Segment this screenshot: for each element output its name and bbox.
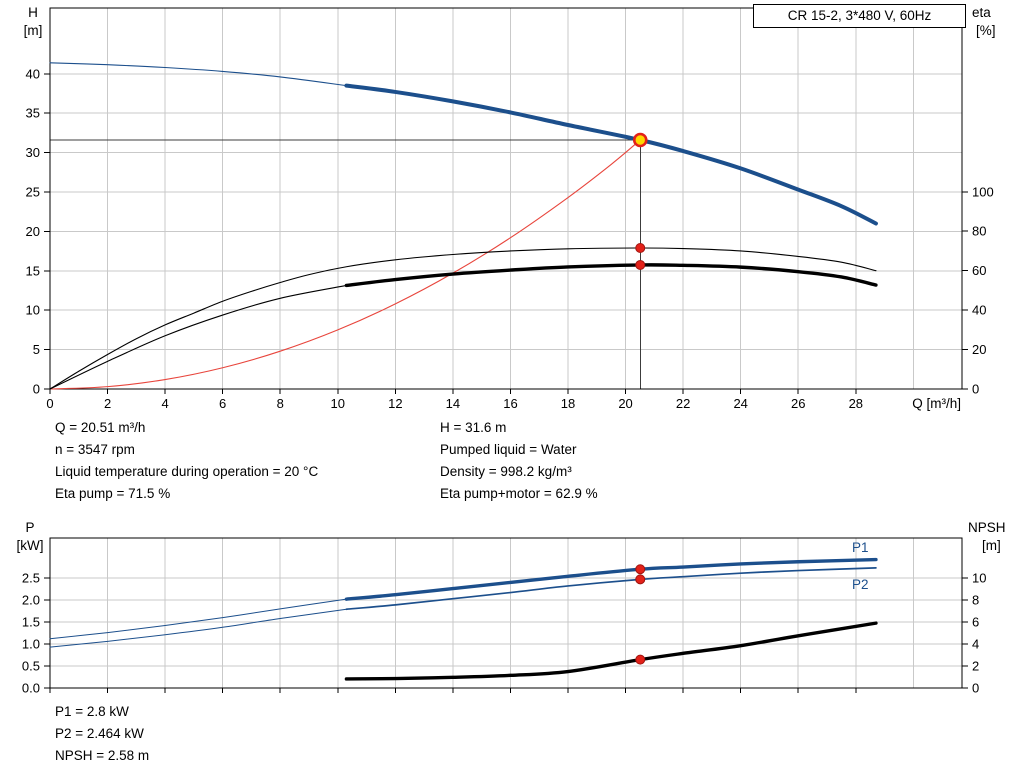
left-tick-label: 1.5 (22, 615, 40, 630)
right-tick-label: 2 (972, 659, 979, 674)
left-tick-label: 15 (26, 263, 40, 278)
p1-point-marker (635, 564, 646, 575)
info-head: H = 31.6 m (440, 420, 507, 435)
left-axis-unit: [m] (24, 23, 43, 38)
info-p1: P1 = 2.8 kW (55, 704, 129, 719)
left-tick-label: 5 (33, 342, 40, 357)
left-tick-label: 30 (26, 145, 40, 160)
x-tick-label: 20 (618, 396, 632, 411)
left-tick-label: 40 (26, 66, 40, 81)
p1-curve (344, 557, 878, 601)
info-liquid-temperature: Liquid temperature during operation = 20… (55, 464, 319, 479)
right-tick-label: 80 (972, 224, 986, 239)
duty-point-marker (632, 132, 648, 148)
x-tick-label: 26 (791, 396, 805, 411)
right-tick-label: 20 (972, 342, 986, 357)
left-tick-label: 2.0 (22, 593, 40, 608)
left-tick-label: 35 (26, 106, 40, 121)
right-tick-label: 0 (972, 681, 979, 696)
left-tick-label: 2.5 (22, 571, 40, 586)
p2-curve-thin (49, 608, 347, 648)
pump-model-box: CR 15-2, 3*480 V, 60Hz (753, 4, 966, 28)
eta-pump-point-marker (635, 242, 646, 253)
head-curve-thin (49, 62, 347, 87)
left-tick-label: 10 (26, 303, 40, 318)
x-axis-title: Q [m³/h] (912, 396, 961, 411)
left-axis-title: H (28, 5, 38, 20)
info-p2: P2 = 2.464 kW (55, 726, 144, 741)
x-tick-label: 18 (561, 396, 575, 411)
info-eta-pump: Eta pump = 71.5 % (55, 486, 171, 501)
eta-pump-motor-curve-thin (49, 284, 347, 390)
right-tick-label: 100 (972, 184, 994, 199)
x-tick-label: 14 (446, 396, 460, 411)
right-axis-title: NPSH (968, 520, 1006, 535)
info-eta-pump-motor: Eta pump+motor = 62.9 % (440, 486, 598, 501)
p2-point-marker (635, 574, 646, 585)
x-tick-label: 10 (331, 396, 345, 411)
plot-frame (49, 537, 963, 689)
info-speed: n = 3547 rpm (55, 442, 135, 457)
p1-curve-thin (49, 598, 347, 640)
info-density: Density = 998.2 kg/m³ (440, 464, 572, 479)
x-tick-label: 0 (46, 396, 53, 411)
eta-pump-motor-point-marker (635, 259, 646, 270)
system-curve (49, 139, 641, 390)
x-tick-label: 4 (161, 396, 168, 411)
x-tick-label: 6 (219, 396, 226, 411)
duty-info-left: Q = 20.51 m³/h n = 3547 rpm Liquid tempe… (55, 417, 318, 505)
right-tick-label: 60 (972, 263, 986, 278)
right-tick-label: 0 (972, 382, 979, 397)
right-tick-label: 10 (972, 571, 986, 586)
x-tick-label: 24 (733, 396, 747, 411)
p2-curve-label: P2 (852, 577, 869, 592)
npsh-point-marker (635, 654, 646, 665)
x-tick-label: 16 (503, 396, 517, 411)
right-tick-label: 6 (972, 615, 979, 630)
x-tick-label: 8 (277, 396, 284, 411)
left-tick-label: 0 (33, 382, 40, 397)
x-tick-label: 22 (676, 396, 690, 411)
eta-pump-motor-curve (344, 263, 878, 288)
x-tick-label: 12 (388, 396, 402, 411)
power-npsh-chart: 0.0 0.5 1.0 1.5 2.0 2.5 0 2 4 6 8 10 P [kW] NPSH [m] P1 P… (17, 520, 1006, 696)
left-axis-unit: [kW] (17, 538, 44, 553)
npsh-curve (344, 621, 878, 681)
plot-frame (49, 7, 963, 390)
right-axis-title: eta (972, 5, 991, 20)
left-axis-title: P (25, 520, 34, 535)
p1-curve-label: P1 (852, 540, 869, 555)
left-tick-label: 0.0 (22, 681, 40, 696)
right-axis-unit: [%] (976, 23, 996, 38)
power-info-block: P1 = 2.8 kW P2 = 2.464 kW NPSH = 2.58 m (55, 701, 149, 767)
qh-eta-chart: 0 2 4 6 8 10 12 14 16 18 20 22 24 26 28051015202530354… (24, 5, 996, 411)
x-tick-label: 28 (849, 396, 863, 411)
p2-curve (345, 567, 877, 611)
eta-pump-curve (49, 247, 877, 390)
right-tick-label: 4 (972, 637, 979, 652)
right-tick-label: 40 (972, 303, 986, 318)
info-pumped-liquid: Pumped liquid = Water (440, 442, 577, 457)
left-tick-label: 25 (26, 184, 40, 199)
right-axis-unit: [m] (982, 538, 1001, 553)
left-tick-label: 1.0 (22, 637, 40, 652)
head-curve (344, 83, 878, 226)
duty-info-right: H = 31.6 m Pumped liquid = Water Density… (440, 417, 598, 505)
right-tick-label: 8 (972, 593, 979, 608)
info-npsh: NPSH = 2.58 m (55, 748, 150, 763)
left-tick-label: 20 (26, 224, 40, 239)
x-tick-label: 2 (104, 396, 111, 411)
left-tick-label: 0.5 (22, 659, 40, 674)
info-flow: Q = 20.51 m³/h (55, 420, 146, 435)
